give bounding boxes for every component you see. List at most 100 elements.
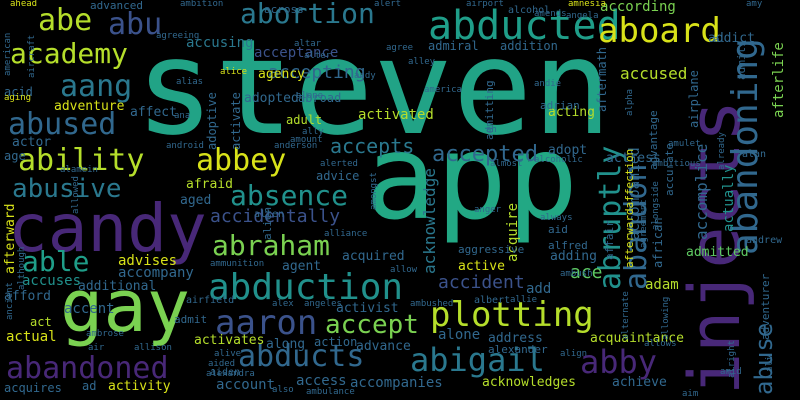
word: access (296, 373, 347, 389)
word: ah (486, 125, 497, 135)
word: andie (534, 79, 562, 89)
word: activates (194, 333, 265, 348)
word: alien (261, 206, 274, 240)
word: agent (282, 259, 322, 274)
word: aftermath (595, 46, 609, 112)
word: accepts (330, 134, 415, 158)
word: admiral (428, 39, 479, 53)
word: able (22, 245, 90, 278)
word: active (458, 259, 505, 274)
word: ambition (180, 0, 224, 9)
word: adam (645, 277, 679, 293)
word: allie (510, 295, 538, 305)
word: admitted (686, 245, 749, 260)
word: accident (438, 272, 525, 293)
word: abu (108, 7, 163, 42)
word: alpha (625, 88, 635, 116)
word: airplane (687, 70, 701, 128)
word: acknowledge (420, 168, 439, 274)
word: abduction (208, 267, 404, 308)
word: advance (356, 339, 411, 354)
word: activist (336, 301, 399, 316)
word: academy (10, 37, 129, 70)
word: although (17, 246, 27, 290)
word: ancient (5, 282, 15, 320)
word: according (600, 0, 676, 15)
word: adopt (548, 143, 588, 158)
word: allen (254, 209, 285, 220)
word: ace (570, 262, 603, 283)
word: admits (735, 40, 748, 80)
word: ambush (560, 269, 593, 279)
word: al (714, 35, 725, 45)
word: adventurer (759, 273, 772, 340)
word: agency (258, 67, 305, 82)
word: addict (708, 31, 755, 46)
word: aiden (210, 367, 241, 378)
word: aaron (215, 303, 318, 343)
word: acquired (342, 249, 405, 264)
word: alexandra (206, 369, 255, 379)
word: accusing (186, 35, 254, 51)
word: abandoned (6, 351, 169, 386)
word: along (266, 337, 306, 352)
word: allow (390, 265, 418, 275)
word: abortion (240, 0, 375, 30)
word: acknowledges (482, 375, 576, 390)
word: alliance (324, 229, 368, 239)
word: alley (408, 57, 436, 67)
word: allison (134, 343, 172, 353)
word: age (4, 149, 26, 163)
word: amends (534, 9, 567, 19)
word: altar (294, 39, 322, 49)
word: alternate (621, 291, 631, 340)
word: america (424, 85, 462, 95)
word: accent (64, 301, 115, 317)
word: agreeing (156, 31, 200, 41)
word: alias (176, 77, 204, 87)
word: app (365, 108, 579, 246)
word: advanced (90, 0, 143, 12)
word: ambulance (306, 387, 355, 397)
word: aboard (598, 11, 721, 51)
word: advises (118, 253, 178, 269)
word: amongst (369, 172, 379, 210)
word: plotting (430, 295, 594, 335)
word: admit (174, 313, 208, 326)
word: accuses (22, 273, 82, 289)
word: aided (208, 359, 236, 369)
word: accused (620, 64, 688, 83)
word: abducts (238, 339, 365, 374)
word: alexander (488, 343, 548, 356)
word: amulet (668, 139, 701, 149)
word: actual (6, 329, 57, 345)
word: aging (4, 93, 32, 103)
word: amount (290, 135, 323, 145)
word: afford (4, 289, 51, 304)
word: candy (8, 190, 207, 267)
word: aim (682, 389, 699, 399)
word: action (314, 335, 358, 349)
word: alfred (548, 239, 588, 252)
word: amy (746, 0, 763, 9)
word: add (526, 281, 552, 297)
word: adoptive (205, 92, 219, 150)
word: account (216, 377, 276, 393)
word: abroad (298, 91, 342, 105)
word: anger (474, 205, 502, 215)
word: allowing (661, 296, 671, 340)
word: abby (580, 343, 658, 381)
word: addition (500, 39, 558, 53)
word: afterlife (771, 42, 787, 118)
word: anderson (274, 141, 318, 151)
word: afraid (186, 177, 233, 192)
word: abducted (428, 3, 621, 49)
word: abe (38, 3, 93, 38)
word: actor (12, 135, 52, 150)
word: adopted (244, 91, 299, 106)
word: andrew (746, 235, 783, 246)
word: amnesia (568, 0, 606, 9)
word: acquires (4, 381, 62, 395)
word: across (264, 3, 304, 16)
word: abbey (196, 143, 287, 178)
